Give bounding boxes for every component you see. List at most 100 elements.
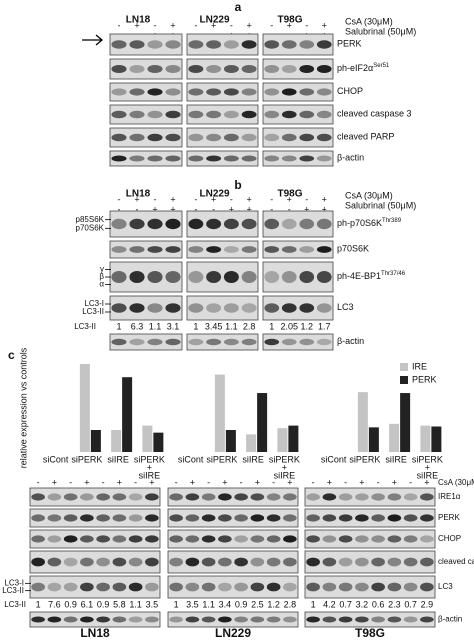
blot xyxy=(167,550,299,574)
blot-label: cleaved caspase 3 xyxy=(337,109,412,119)
band xyxy=(283,493,297,501)
sign: - xyxy=(272,477,275,487)
blot xyxy=(262,333,334,351)
sign: + xyxy=(170,194,175,204)
bar xyxy=(420,425,431,452)
sign: - xyxy=(136,204,139,214)
category-label: siCont xyxy=(43,454,69,464)
band-label: p70S6K xyxy=(76,223,105,232)
blot xyxy=(29,529,161,549)
band xyxy=(63,493,78,501)
band xyxy=(96,557,110,567)
band xyxy=(111,271,127,283)
blot xyxy=(109,58,183,80)
band xyxy=(266,493,281,501)
band xyxy=(316,88,332,96)
quant-value: 3.2 xyxy=(356,599,369,609)
band xyxy=(218,493,232,501)
band xyxy=(281,338,297,346)
bar xyxy=(90,430,101,452)
band xyxy=(188,303,204,313)
label-text: CHOP xyxy=(337,86,363,96)
sign: + xyxy=(255,477,260,487)
band xyxy=(387,535,402,543)
band xyxy=(234,557,248,567)
quant-value: 2.9 xyxy=(421,599,434,609)
band xyxy=(47,514,62,522)
band xyxy=(420,616,434,623)
band xyxy=(283,616,297,623)
band xyxy=(241,246,257,253)
sign: - xyxy=(312,477,315,487)
sign: + xyxy=(246,20,251,30)
band xyxy=(264,133,280,142)
category-label: siPERK xyxy=(269,454,300,464)
band xyxy=(165,155,181,162)
sign: + xyxy=(229,204,234,214)
band xyxy=(128,557,143,567)
band xyxy=(264,40,280,49)
quant-value: 3.5 xyxy=(186,599,199,609)
band xyxy=(234,493,248,501)
blot xyxy=(262,150,334,167)
band xyxy=(145,514,159,522)
band xyxy=(234,616,248,623)
quant-value: 1.1 xyxy=(225,321,238,331)
sign: + xyxy=(170,20,175,30)
band-label: p85S6K xyxy=(76,215,105,224)
band xyxy=(371,582,385,592)
label-text: PERK xyxy=(438,513,460,522)
band xyxy=(223,338,239,346)
band xyxy=(266,535,281,543)
sign: - xyxy=(270,20,273,30)
sign: + xyxy=(134,20,139,30)
quant-value: 0.9 xyxy=(64,599,77,609)
band xyxy=(387,493,402,501)
category-label: siPERK xyxy=(349,454,380,464)
panel-label: b xyxy=(234,178,241,192)
band xyxy=(31,535,45,543)
band xyxy=(264,110,280,119)
sign: + xyxy=(152,204,157,214)
category-label: siCont xyxy=(178,454,204,464)
blot-label: IRE1α xyxy=(438,492,461,501)
band xyxy=(223,155,239,162)
quant-label: LC3-II xyxy=(4,600,26,609)
band xyxy=(165,133,181,142)
blot xyxy=(109,33,183,56)
band xyxy=(188,110,204,119)
band xyxy=(96,514,110,522)
band xyxy=(264,155,280,162)
sign: + xyxy=(304,204,309,214)
band xyxy=(234,535,248,543)
sign: + xyxy=(287,20,292,30)
label-text: CHOP xyxy=(438,534,461,543)
sign: - xyxy=(288,204,291,214)
band xyxy=(169,557,183,567)
band xyxy=(96,616,110,623)
band xyxy=(111,110,127,119)
sign: - xyxy=(270,204,273,214)
band xyxy=(188,65,204,73)
band xyxy=(338,557,353,567)
bar xyxy=(79,364,90,452)
blot xyxy=(262,127,334,148)
band xyxy=(165,110,181,119)
band xyxy=(299,338,315,346)
bar xyxy=(214,374,225,452)
sign: - xyxy=(154,194,157,204)
band xyxy=(206,65,222,73)
blot-label: ph-eIF2αSer51 xyxy=(337,63,390,74)
band xyxy=(299,110,315,119)
blot-label: CHOP xyxy=(438,534,461,543)
band xyxy=(206,338,222,346)
band xyxy=(169,514,183,522)
band xyxy=(185,557,200,567)
blot-label: β-actin xyxy=(337,153,364,163)
quant-value: 0.7 xyxy=(404,599,417,609)
band xyxy=(206,133,222,142)
sign: + xyxy=(211,194,216,204)
band xyxy=(206,155,222,162)
band xyxy=(47,582,62,592)
sign: + xyxy=(359,477,364,487)
